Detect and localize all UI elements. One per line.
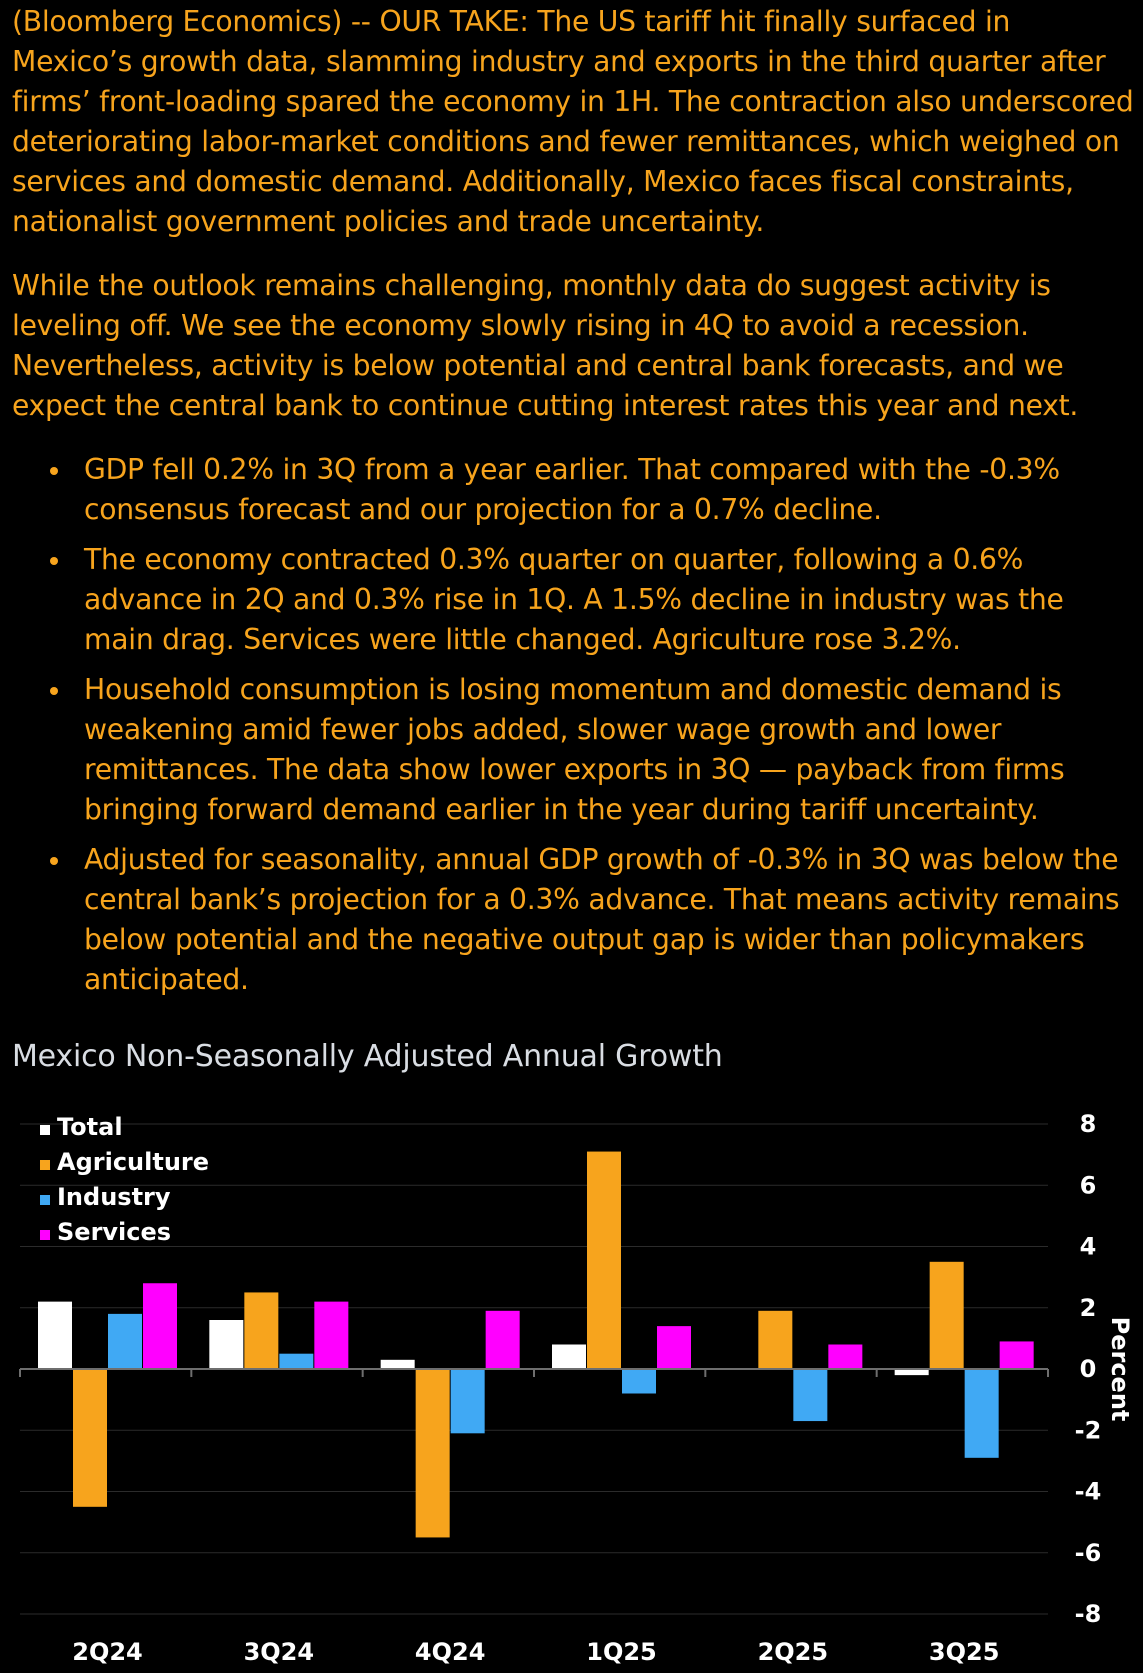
article-paragraph: While the outlook remains challenging, m… [12,269,1079,422]
bar-agriculture-3q25 [929,1261,964,1369]
chart-legend: Total Agriculture Industry Services [40,1113,209,1246]
bar-services-4q24 [485,1310,520,1369]
y-tick-label: -8 [1075,1600,1102,1628]
bar-total-3q24 [209,1320,244,1369]
x-tick-label: 2Q25 [758,1638,829,1666]
bar-services-2q25 [828,1344,863,1369]
y-tick-label: -6 [1075,1539,1102,1567]
legend-label-industry: Industry [57,1183,171,1211]
bar-chart: 8 6 4 2 0 -2 -4 -6 -8 2Q24 3Q24 4Q24 1Q25 2Q25 3Q25 Per… [19,1110,1134,1666]
y-tick-label: -4 [1075,1478,1102,1506]
legend-swatch-total [40,1125,50,1135]
article-bullet: Adjusted for seasonality, annual GDP gro… [12,840,1137,1000]
x-tick-label: 1Q25 [586,1638,657,1666]
y-tick-label: -2 [1075,1416,1102,1444]
bar-agriculture-3q24 [244,1292,279,1369]
bar-agriculture-2q24 [73,1369,107,1507]
bar-total-2q24 [38,1301,72,1369]
y-tick-label: 8 [1080,1110,1097,1138]
y-tick-label: 6 [1080,1171,1097,1199]
bar-industry-4q24 [450,1369,485,1434]
chart-gridlines [20,1123,1048,1615]
article-bullet: The economy contracted 0.3% quarter on q… [12,540,1137,660]
bar-agriculture-2q25 [758,1310,793,1369]
y-axis-label: Percent [1106,1317,1134,1422]
bar-total-1q25 [552,1344,586,1369]
bar-industry-3q25 [964,1369,999,1458]
chart-title: Mexico Non-Seasonally Adjusted Annual Gr… [12,1039,723,1074]
y-tick-label: 2 [1080,1294,1097,1322]
bar-industry-1q25 [622,1369,656,1394]
legend-label-agriculture: Agriculture [57,1148,209,1176]
bar-services-1q25 [657,1326,691,1369]
legend-label-total: Total [57,1113,123,1141]
bar-industry-2q25 [793,1369,828,1422]
x-tick-label: 3Q24 [244,1638,315,1666]
x-tick-label: 3Q25 [929,1638,1000,1666]
bar-services-2q24 [143,1283,177,1369]
article-paragraph: (Bloomberg Economics) -- OUR TAKE: The U… [12,5,1134,238]
bar-services-3q24 [314,1301,349,1369]
x-tick-label: 4Q24 [415,1638,486,1666]
article-body: (Bloomberg Economics) -- OUR TAKE: The U… [12,2,1137,1010]
legend-swatch-industry [40,1195,50,1205]
bar-total-3q25 [894,1369,929,1376]
article-bullet: GDP fell 0.2% in 3Q from a year earlier.… [12,450,1137,530]
x-tick-label: 2Q24 [72,1638,143,1666]
chart-bars [38,1151,1034,1538]
bar-total-4q24 [380,1359,415,1369]
article-bullet-list: GDP fell 0.2% in 3Q from a year earlier.… [12,450,1137,1000]
legend-swatch-services [40,1230,50,1240]
article-bullet: Household consumption is losing momentum… [12,670,1137,830]
legend-label-services: Services [57,1218,171,1246]
bar-industry-2q24 [108,1313,142,1369]
bar-industry-3q24 [279,1353,314,1369]
bar-agriculture-4q24 [415,1369,450,1538]
y-tick-label: 4 [1080,1233,1097,1261]
legend-swatch-agriculture [40,1160,50,1170]
bar-agriculture-1q25 [587,1151,621,1369]
chart-axes: 8 6 4 2 0 -2 -4 -6 -8 2Q24 3Q24 4Q24 1Q25 2Q25 3Q25 Per… [19,1110,1134,1666]
bar-services-3q25 [999,1341,1034,1369]
y-tick-label: 0 [1080,1355,1097,1383]
